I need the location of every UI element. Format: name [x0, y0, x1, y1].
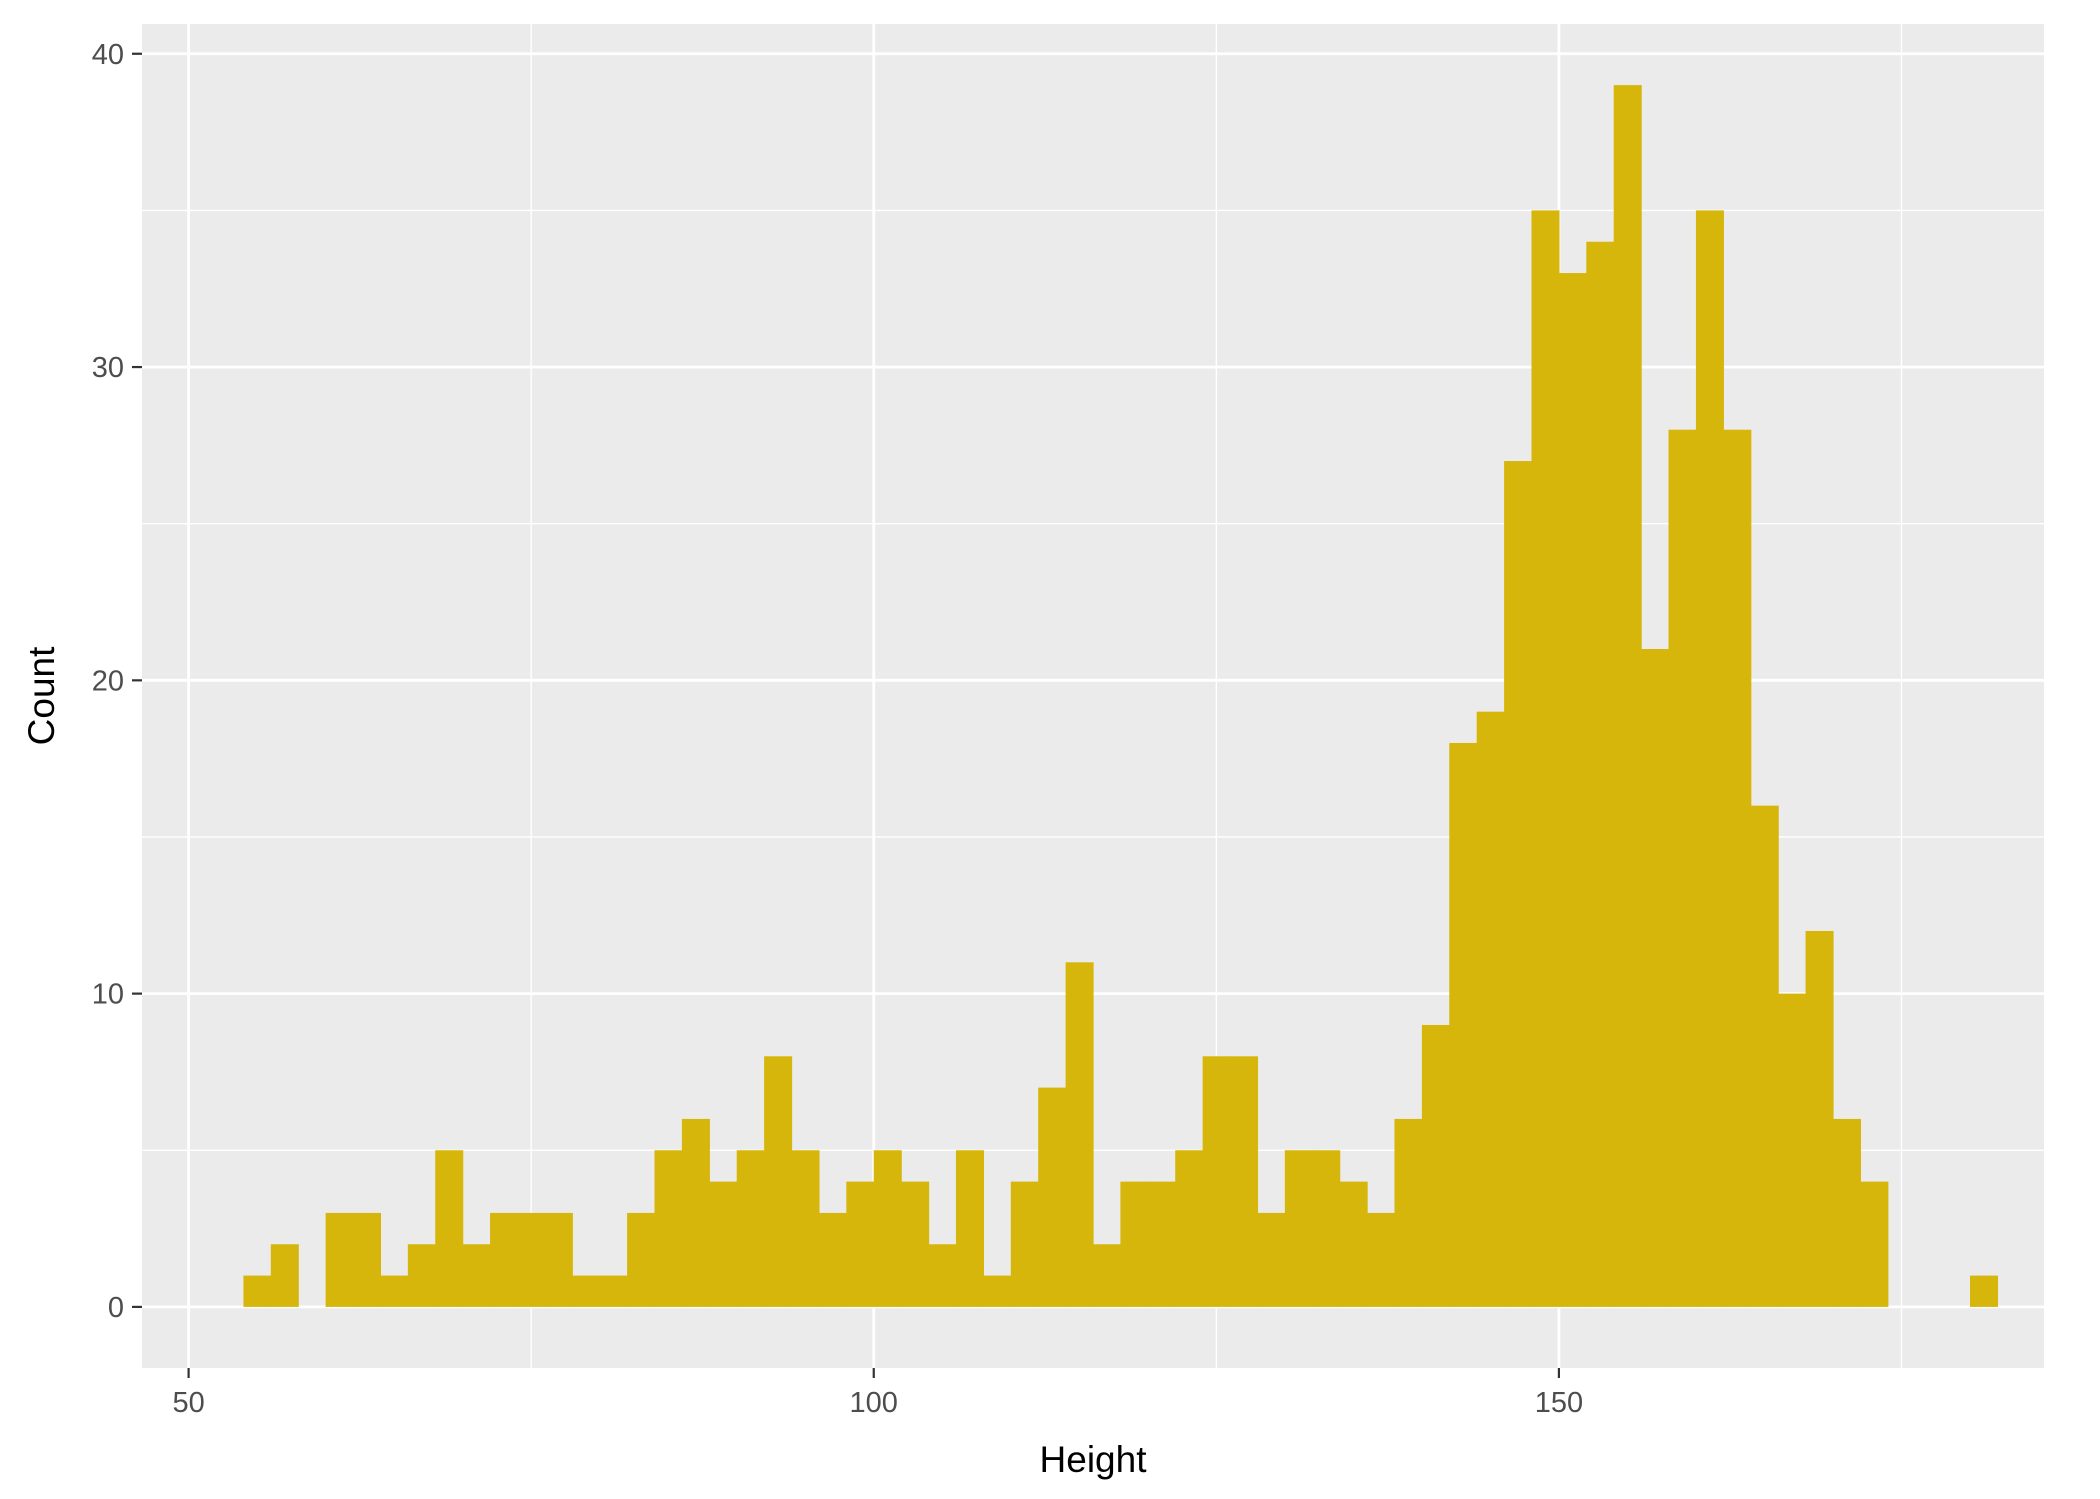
y-tick-label: 20 [92, 665, 124, 697]
histogram-bar [1750, 805, 1779, 1307]
x-tick-label: 150 [1535, 1387, 1583, 1419]
histogram-bar [1613, 85, 1642, 1307]
histogram-bar [599, 1275, 628, 1307]
histogram-bar [270, 1244, 299, 1307]
histogram-bar [1832, 1118, 1861, 1307]
histogram-bar [1504, 461, 1533, 1307]
histogram-bar [654, 1150, 683, 1307]
histogram-bar [627, 1212, 656, 1307]
histogram-bar [983, 1275, 1012, 1307]
histogram-bar [1120, 1181, 1149, 1307]
x-axis-title: Height [1040, 1439, 1148, 1480]
histogram-bar [1093, 1244, 1122, 1307]
histogram-bar [928, 1244, 957, 1307]
histogram-bar [490, 1212, 519, 1307]
histogram-bar [1175, 1150, 1204, 1307]
histogram-bar [873, 1150, 902, 1307]
histogram-bar [846, 1181, 875, 1307]
histogram-bar [1202, 1056, 1231, 1307]
histogram-bar [709, 1181, 738, 1307]
histogram-bar [544, 1212, 573, 1307]
histogram-bar [681, 1118, 710, 1307]
histogram-bar [243, 1275, 272, 1307]
histogram-bar [1970, 1275, 1999, 1307]
histogram-bar [1339, 1181, 1368, 1307]
histogram-bar [818, 1212, 847, 1307]
y-tick-label: 40 [92, 39, 124, 71]
histogram-bar [1668, 429, 1697, 1307]
histogram-bar [1641, 649, 1670, 1307]
histogram-bar [1367, 1212, 1396, 1307]
histogram-bar [1038, 1087, 1067, 1307]
histogram-bar [1010, 1181, 1039, 1307]
histogram-bar [1394, 1118, 1423, 1307]
histogram-bar [435, 1150, 464, 1307]
x-tick-label: 50 [172, 1387, 204, 1419]
histogram-bar [1723, 429, 1752, 1307]
histogram-bar [572, 1275, 601, 1307]
y-tick-label: 30 [92, 352, 124, 384]
histogram-bar [1558, 273, 1587, 1307]
histogram-bar [1586, 241, 1615, 1307]
histogram-bar [517, 1212, 546, 1307]
histogram-bar [1860, 1181, 1889, 1307]
histogram-bar [1421, 1024, 1450, 1307]
histogram-bar [1531, 210, 1560, 1307]
histogram-bar [736, 1150, 765, 1307]
histogram-bar [462, 1244, 491, 1307]
histogram-bar [1449, 742, 1478, 1307]
histogram-bars [243, 85, 1999, 1307]
histogram-bar [791, 1150, 820, 1307]
histogram-bar [1284, 1150, 1313, 1307]
histogram-bar [380, 1275, 409, 1307]
histogram-bar [353, 1212, 382, 1307]
histogram-bar [1312, 1150, 1341, 1307]
x-tick-label: 100 [850, 1387, 898, 1419]
histogram-bar [1065, 962, 1094, 1307]
histogram-bar [1695, 210, 1724, 1307]
y-tick-label: 10 [92, 979, 124, 1011]
histogram-bar [901, 1181, 930, 1307]
histogram-bar [1778, 993, 1807, 1307]
histogram-bar [1230, 1056, 1259, 1307]
histogram-bar [955, 1150, 984, 1307]
histogram-bar [1805, 930, 1834, 1307]
y-axis: 0 10 20 30 40 [92, 39, 142, 1324]
x-axis: 50 100 150 [172, 1368, 1583, 1419]
histogram-bar [764, 1056, 793, 1307]
histogram-bar [1147, 1181, 1176, 1307]
histogram-bar [1257, 1212, 1286, 1307]
histogram-bar [1476, 711, 1505, 1307]
y-tick-label: 0 [108, 1292, 124, 1324]
y-axis-title: Count [21, 646, 62, 745]
histogram-bar [407, 1244, 436, 1307]
histogram-bar [325, 1212, 354, 1307]
